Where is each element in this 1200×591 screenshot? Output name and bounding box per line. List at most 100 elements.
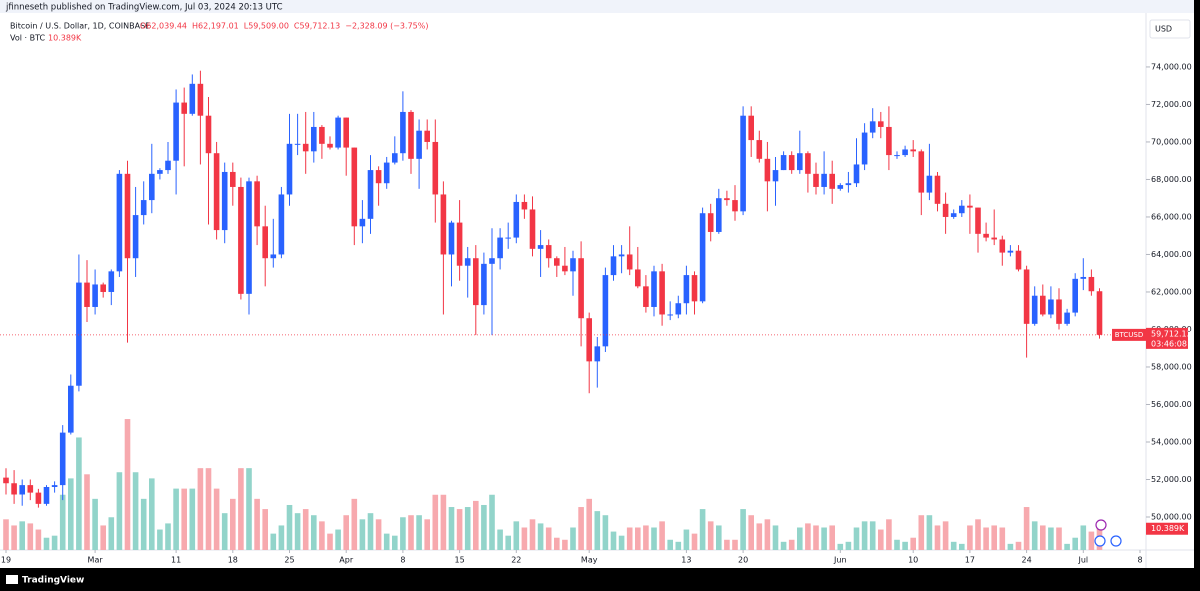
candle-body: [667, 314, 673, 316]
volume-bar: [132, 472, 139, 550]
candle-body: [440, 194, 447, 255]
volume-bar: [149, 478, 155, 550]
volume-bar: [602, 515, 609, 550]
candle-body: [1015, 250, 1022, 270]
candle-body: [756, 140, 763, 159]
y-tick-label: 66,000.00: [1151, 212, 1192, 221]
volume-bar: [562, 539, 568, 550]
volume-bar: [1031, 521, 1038, 550]
candle-body: [837, 185, 844, 189]
candle-body: [335, 117, 341, 148]
candle-body: [1080, 276, 1087, 279]
x-tick-label: 13: [681, 556, 691, 565]
candle-body: [886, 126, 892, 156]
candle-body: [934, 175, 941, 204]
x-tick-label: Mar: [88, 556, 104, 565]
x-tick-label: Jun: [833, 556, 847, 565]
candle-body: [1096, 291, 1103, 335]
candle-body: [424, 130, 430, 142]
volume-bar: [959, 543, 965, 550]
candle-body: [448, 222, 455, 255]
candle-body: [780, 155, 787, 171]
volume-bar: [213, 488, 220, 550]
currency-label[interactable]: USD: [1155, 25, 1172, 34]
volume-bar: [610, 531, 617, 550]
candle-body: [740, 115, 746, 212]
candle-body: [805, 153, 811, 174]
candle-body: [829, 173, 835, 189]
candle-body: [140, 200, 147, 216]
candle-body: [950, 213, 957, 217]
candle-body: [513, 201, 520, 238]
volume-bar: [278, 525, 285, 550]
event-icon[interactable]: [1110, 535, 1122, 547]
volume-bar: [51, 535, 58, 550]
x-tick-label: 15: [455, 556, 465, 565]
volume-bar: [197, 468, 204, 550]
volume-bar: [707, 521, 714, 550]
candle-body: [327, 143, 333, 148]
volume-bar: [351, 498, 358, 550]
volume-bar: [999, 527, 1006, 550]
candle-body: [748, 115, 754, 141]
event-icon[interactable]: [1095, 519, 1107, 531]
candle-body: [537, 245, 544, 249]
candle-body: [732, 200, 738, 212]
volume-bar: [918, 515, 925, 550]
candle-body: [230, 171, 236, 187]
candle-body: [173, 102, 179, 161]
volume-bar: [950, 541, 957, 550]
volume-bar: [246, 468, 252, 550]
volume-bar: [302, 509, 309, 550]
volume-bar: [691, 533, 698, 550]
volume-bar: [262, 509, 268, 550]
volume-bar: [813, 525, 819, 550]
candle-body: [999, 239, 1006, 253]
volume-bar: [84, 474, 90, 550]
volume-bar: [942, 521, 949, 550]
brand-name: TradingView: [22, 576, 84, 586]
candle-body: [456, 222, 463, 266]
candle-body: [707, 213, 714, 232]
candle-body: [76, 282, 82, 386]
candle-body: [545, 245, 552, 259]
volume-bar: [821, 527, 827, 550]
volume-bar: [983, 527, 989, 550]
x-tick-label: 11: [171, 556, 181, 565]
volume-bar: [1056, 527, 1062, 550]
volume-bar: [529, 519, 536, 550]
volume-bar: [837, 543, 844, 550]
volume-bar: [473, 500, 479, 550]
volume-bar: [902, 541, 908, 550]
event-icon[interactable]: [1094, 535, 1106, 547]
y-tick-label: 58,000.00: [1151, 362, 1192, 371]
symbol-tag-label: BTCUSD: [1115, 331, 1144, 339]
candle-body: [108, 271, 115, 292]
volume-bar: [910, 537, 916, 550]
candle-body: [132, 215, 139, 259]
candle-body: [84, 282, 90, 307]
candle-body: [505, 237, 511, 239]
volume-bar: [124, 419, 131, 550]
candle-body: [521, 201, 528, 210]
candle-body: [294, 143, 301, 145]
candle-body: [262, 226, 268, 259]
x-tick-label: Jul: [1077, 556, 1088, 565]
volume-bar: [408, 515, 414, 550]
volume-bar: [383, 533, 390, 550]
candle-body: [788, 155, 795, 171]
candle-body: [286, 143, 293, 195]
candle-body: [481, 263, 487, 306]
volume-bar: [618, 535, 625, 550]
volume-bar: [294, 513, 301, 550]
volume-tag: [1146, 522, 1188, 535]
volume-bar: [570, 527, 576, 550]
volume-bar: [1040, 525, 1046, 550]
volume-bar: [43, 537, 50, 550]
ohlc-legend: O62,039.44 H62,197.01 L59,509.00 C59,712.13…: [140, 22, 428, 31]
currency-button[interactable]: [1149, 19, 1191, 39]
volume-bar: [343, 515, 349, 550]
y-tick-label: 64,000.00: [1151, 250, 1192, 259]
volume-tag-label: 10.389K: [1151, 524, 1185, 533]
candle-body: [254, 181, 260, 227]
